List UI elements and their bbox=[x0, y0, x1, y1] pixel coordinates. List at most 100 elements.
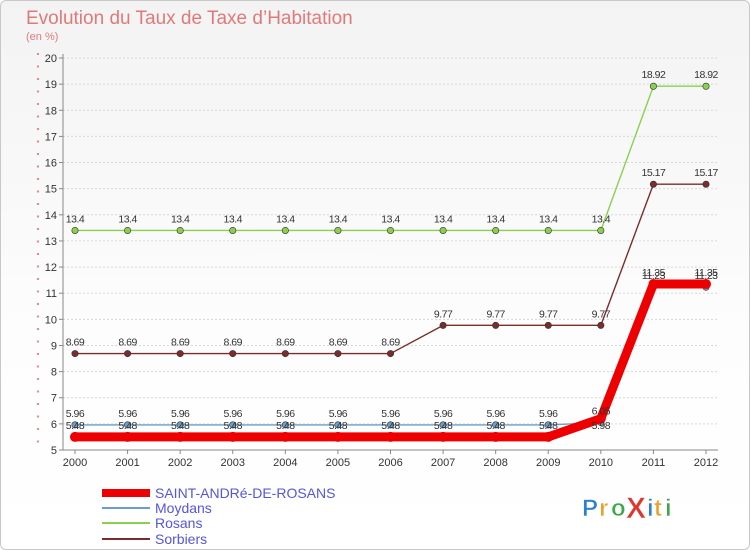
data-label: 8.69 bbox=[329, 337, 348, 349]
data-label: 11.35 bbox=[695, 267, 719, 279]
data-point bbox=[124, 350, 132, 358]
x-tick-label: 2009 bbox=[536, 457, 560, 469]
data-label: 13.4 bbox=[171, 213, 190, 225]
data-label: 5.48 bbox=[66, 420, 85, 432]
data-point bbox=[597, 226, 605, 234]
y-tick-label: 16 bbox=[45, 158, 57, 170]
series-line-sorbiers bbox=[74, 183, 707, 355]
logo-letter: i bbox=[665, 495, 672, 522]
data-point bbox=[70, 431, 80, 442]
logo-letter: o bbox=[611, 495, 626, 522]
x-tick-label: 2007 bbox=[431, 457, 455, 469]
chart-title: Evolution du Taux de Taxe d’Habitation bbox=[26, 8, 353, 29]
data-point bbox=[71, 226, 79, 234]
y-tick-label: 11 bbox=[46, 288, 57, 300]
data-label: 8.69 bbox=[118, 337, 137, 349]
data-point bbox=[492, 226, 500, 234]
data-point bbox=[175, 431, 186, 442]
data-label: 11.23 bbox=[642, 270, 666, 282]
data-point bbox=[124, 226, 132, 234]
legend: SAINT-ANDRé-DE-ROSANSMoydansRosansSorbie… bbox=[102, 485, 335, 547]
legend-label: SAINT-ANDRé-DE-ROSANS bbox=[155, 485, 335, 501]
data-label: 8.69 bbox=[276, 337, 295, 349]
y-tick-label: 19 bbox=[45, 79, 57, 91]
y-tick-label: 18 bbox=[45, 105, 57, 117]
chart-subtitle: (en %) bbox=[26, 31, 58, 43]
data-label: 5.48 bbox=[276, 420, 295, 432]
y-tick-label: 13 bbox=[45, 236, 57, 248]
x-tick-label: 2003 bbox=[221, 457, 245, 469]
data-point bbox=[439, 226, 447, 234]
data-label: 5.96 bbox=[66, 408, 85, 420]
data-point bbox=[124, 421, 132, 429]
data-point bbox=[71, 421, 79, 429]
data-label: 11.23 bbox=[695, 270, 719, 282]
data-label: 15.17 bbox=[642, 167, 666, 179]
data-label: 13.4 bbox=[276, 213, 295, 225]
logo-letter: X bbox=[626, 492, 646, 525]
data-label: 5.96 bbox=[434, 408, 453, 420]
data-label: 9.77 bbox=[486, 308, 505, 320]
data-label: 5.96 bbox=[381, 408, 400, 420]
data-point bbox=[648, 279, 659, 290]
logo-letter: t bbox=[654, 495, 662, 522]
x-tick-label: 2010 bbox=[589, 457, 613, 469]
logo-letter: i bbox=[647, 495, 654, 522]
data-label: 5.48 bbox=[381, 420, 400, 432]
x-tick-label: 2001 bbox=[115, 457, 139, 469]
data-label: 5.48 bbox=[171, 420, 190, 432]
data-point bbox=[280, 431, 291, 442]
legend-label: Moydans bbox=[155, 500, 212, 516]
series-layer bbox=[70, 82, 711, 442]
data-label: 5.48 bbox=[224, 420, 243, 432]
data-point bbox=[543, 431, 554, 442]
data-point bbox=[334, 226, 342, 234]
grid bbox=[63, 57, 718, 451]
data-label: 13.4 bbox=[381, 213, 400, 225]
data-point bbox=[386, 350, 394, 358]
data-point bbox=[229, 350, 237, 358]
y-tick-label: 8 bbox=[51, 367, 57, 379]
data-label: 6.05 bbox=[592, 406, 611, 418]
data-label: 8.69 bbox=[171, 337, 190, 349]
data-label: 5.96 bbox=[171, 408, 190, 420]
data-point bbox=[176, 421, 184, 429]
data-label: 8.69 bbox=[224, 337, 243, 349]
x-tick-label: 2004 bbox=[273, 457, 297, 469]
data-point bbox=[176, 350, 184, 358]
y-tick-label: 12 bbox=[45, 262, 57, 274]
data-label: 5.96 bbox=[118, 408, 137, 420]
x-tick-label: 2011 bbox=[642, 457, 666, 469]
y-tick-label: 14 bbox=[45, 210, 57, 222]
legend-label: Sorbiers bbox=[155, 531, 207, 547]
data-label: 8.69 bbox=[381, 337, 400, 349]
data-point bbox=[281, 226, 289, 234]
y-tick-label: 7 bbox=[51, 393, 57, 405]
data-label: 13.4 bbox=[66, 213, 85, 225]
series-line-rosans bbox=[74, 85, 707, 232]
data-label: 9.77 bbox=[434, 308, 453, 320]
data-label: 13.4 bbox=[539, 213, 558, 225]
data-point bbox=[386, 226, 394, 234]
data-point bbox=[281, 350, 289, 358]
y-tick-label: 15 bbox=[45, 184, 57, 196]
x-tick-label: 2000 bbox=[63, 457, 87, 469]
data-point bbox=[71, 350, 79, 358]
data-point bbox=[701, 279, 711, 290]
data-label: 13.4 bbox=[486, 213, 505, 225]
data-label: 13.4 bbox=[592, 213, 611, 225]
data-label: 5.48 bbox=[486, 420, 505, 432]
data-label: 9.77 bbox=[539, 308, 558, 320]
data-point bbox=[597, 321, 605, 329]
data-point bbox=[385, 431, 396, 442]
data-label: 13.4 bbox=[329, 213, 348, 225]
data-label: 5.96 bbox=[329, 408, 348, 420]
data-label: 13.4 bbox=[434, 213, 453, 225]
data-point bbox=[176, 226, 184, 234]
data-label: 5.98 bbox=[592, 420, 611, 432]
data-point bbox=[439, 321, 447, 329]
data-point bbox=[332, 431, 343, 442]
x-tick-label: 2008 bbox=[483, 457, 507, 469]
